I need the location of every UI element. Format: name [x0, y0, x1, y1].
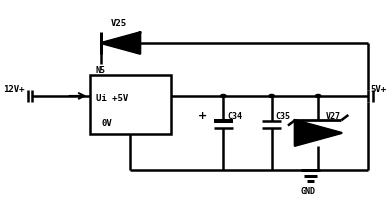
Text: C35: C35 — [276, 112, 291, 121]
Text: C34: C34 — [227, 112, 242, 121]
Text: N5: N5 — [95, 66, 106, 75]
Circle shape — [316, 94, 321, 97]
Text: V25: V25 — [111, 19, 127, 28]
Text: Ui +5V: Ui +5V — [95, 94, 128, 104]
Circle shape — [221, 94, 226, 97]
Text: 0V: 0V — [101, 119, 112, 128]
Text: 12V+: 12V+ — [3, 85, 24, 94]
Text: 5V+: 5V+ — [370, 85, 387, 94]
Polygon shape — [101, 32, 140, 54]
Bar — [90, 75, 171, 134]
Circle shape — [269, 94, 274, 97]
Text: GND: GND — [301, 187, 316, 196]
Text: V27: V27 — [326, 112, 341, 121]
Text: +: + — [198, 111, 207, 121]
Polygon shape — [295, 120, 341, 146]
